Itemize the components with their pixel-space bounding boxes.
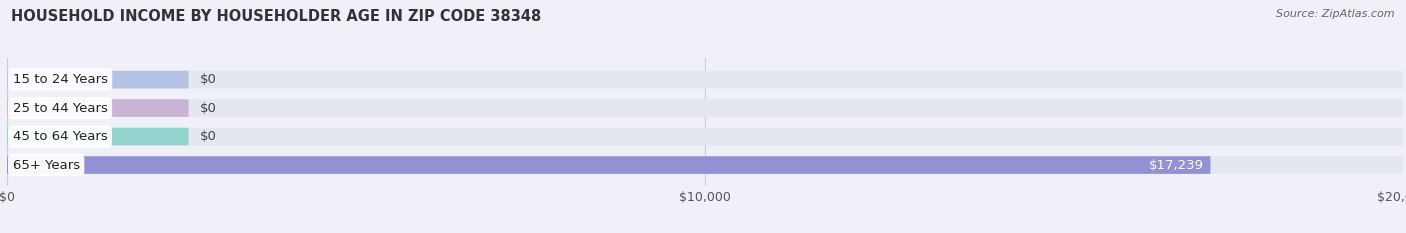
Text: 65+ Years: 65+ Years	[13, 158, 80, 171]
Text: $0: $0	[200, 130, 217, 143]
FancyBboxPatch shape	[7, 71, 188, 89]
FancyBboxPatch shape	[7, 156, 1403, 174]
Text: $0: $0	[200, 102, 217, 115]
Text: 45 to 64 Years: 45 to 64 Years	[13, 130, 107, 143]
FancyBboxPatch shape	[7, 156, 1211, 174]
Text: Source: ZipAtlas.com: Source: ZipAtlas.com	[1277, 9, 1395, 19]
FancyBboxPatch shape	[7, 128, 188, 145]
FancyBboxPatch shape	[7, 99, 1403, 117]
FancyBboxPatch shape	[7, 128, 1403, 145]
Text: $17,239: $17,239	[1149, 158, 1204, 171]
FancyBboxPatch shape	[7, 99, 188, 117]
Text: 25 to 44 Years: 25 to 44 Years	[13, 102, 107, 115]
FancyBboxPatch shape	[7, 71, 1403, 89]
Text: 15 to 24 Years: 15 to 24 Years	[13, 73, 108, 86]
Text: $0: $0	[200, 73, 217, 86]
Text: HOUSEHOLD INCOME BY HOUSEHOLDER AGE IN ZIP CODE 38348: HOUSEHOLD INCOME BY HOUSEHOLDER AGE IN Z…	[11, 9, 541, 24]
